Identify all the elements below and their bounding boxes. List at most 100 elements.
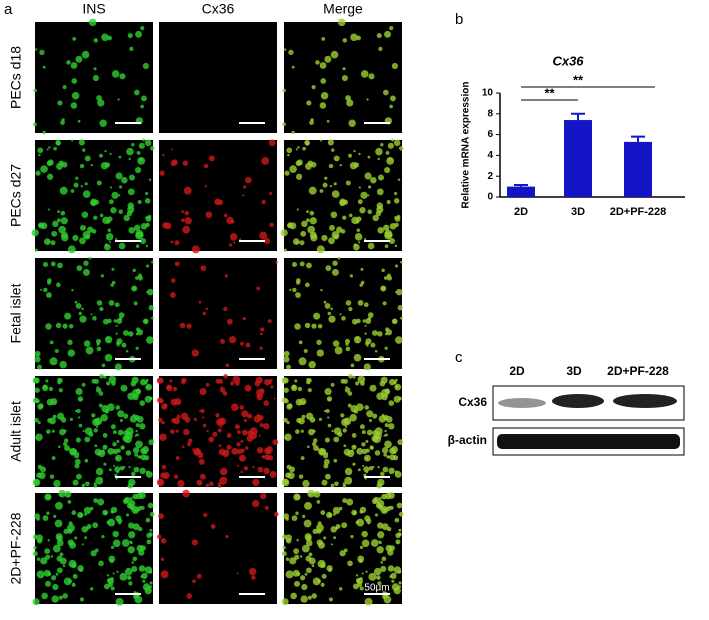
signal xyxy=(284,433,292,442)
signal xyxy=(56,539,64,547)
signal xyxy=(382,591,386,594)
signal xyxy=(49,357,58,366)
signal xyxy=(50,261,56,267)
signal xyxy=(398,581,402,585)
signal xyxy=(208,436,215,443)
signal xyxy=(339,164,342,167)
signal xyxy=(72,37,77,41)
signal xyxy=(68,541,76,549)
signal xyxy=(312,528,318,535)
signal xyxy=(49,340,54,345)
signal xyxy=(182,445,185,449)
signal xyxy=(193,447,201,456)
signal xyxy=(367,242,375,250)
row-label: 2D+PF-228 xyxy=(8,512,24,584)
signal xyxy=(361,539,370,548)
signal xyxy=(306,262,312,269)
signal xyxy=(127,577,131,580)
signal xyxy=(302,514,306,518)
signal xyxy=(377,226,385,234)
signal xyxy=(263,467,270,475)
signal xyxy=(218,417,227,426)
signal xyxy=(308,493,312,496)
signal xyxy=(366,344,369,347)
signal xyxy=(200,473,206,480)
signal xyxy=(47,417,53,423)
signal xyxy=(327,311,332,316)
signal xyxy=(142,318,149,325)
signal xyxy=(92,74,99,82)
signal xyxy=(95,467,104,476)
signal xyxy=(159,170,165,176)
signal xyxy=(52,220,59,228)
signal xyxy=(352,511,357,515)
signal xyxy=(324,55,332,63)
signal xyxy=(374,350,378,353)
y-tick-label: 6 xyxy=(487,129,493,140)
micrograph xyxy=(156,489,279,604)
signal xyxy=(82,429,85,433)
signal xyxy=(78,416,81,419)
signal xyxy=(337,18,346,27)
signal xyxy=(320,78,327,84)
signal xyxy=(387,549,394,556)
signal xyxy=(295,160,302,167)
blot-row: Cx36 xyxy=(458,395,487,409)
signal xyxy=(384,440,392,449)
signal xyxy=(394,264,399,268)
signal xyxy=(108,468,112,472)
signal xyxy=(149,511,155,517)
signal xyxy=(93,498,99,503)
signal xyxy=(304,501,312,510)
error-bar xyxy=(514,184,528,187)
signal xyxy=(199,388,207,396)
signal xyxy=(395,288,403,296)
signal xyxy=(81,382,86,387)
signal xyxy=(373,496,380,504)
signal xyxy=(71,562,77,568)
signal xyxy=(371,330,378,336)
signal xyxy=(295,173,303,180)
signal xyxy=(396,502,403,509)
signal xyxy=(106,574,110,577)
signal xyxy=(43,238,51,246)
signal xyxy=(55,322,62,329)
signal xyxy=(284,398,289,404)
y-tick-label: 4 xyxy=(487,150,493,161)
signal xyxy=(236,430,241,435)
signal xyxy=(82,190,91,198)
signal xyxy=(139,400,146,406)
signal xyxy=(373,567,382,576)
signal xyxy=(294,323,301,330)
signal xyxy=(259,492,267,500)
signal xyxy=(45,379,49,383)
signal xyxy=(308,360,316,369)
signal xyxy=(281,598,289,606)
signal xyxy=(35,437,38,440)
signal xyxy=(369,384,377,392)
signal xyxy=(319,189,324,193)
micrograph xyxy=(281,489,404,606)
signal xyxy=(105,233,114,241)
signal xyxy=(76,473,82,480)
signal xyxy=(262,456,265,459)
signal xyxy=(317,323,323,329)
signal xyxy=(35,398,40,404)
signal xyxy=(264,505,269,510)
signal xyxy=(133,466,140,473)
signal xyxy=(141,572,148,580)
signal xyxy=(292,238,300,246)
signal xyxy=(359,586,364,591)
signal xyxy=(283,417,288,423)
signal xyxy=(249,432,257,440)
signal xyxy=(84,427,93,435)
signal xyxy=(346,453,349,456)
signal xyxy=(323,458,330,465)
signal xyxy=(228,336,237,344)
signal xyxy=(365,439,369,444)
signal xyxy=(179,322,186,329)
signal xyxy=(120,384,128,392)
signal xyxy=(254,380,261,387)
signal xyxy=(64,490,72,498)
signal xyxy=(121,539,130,547)
